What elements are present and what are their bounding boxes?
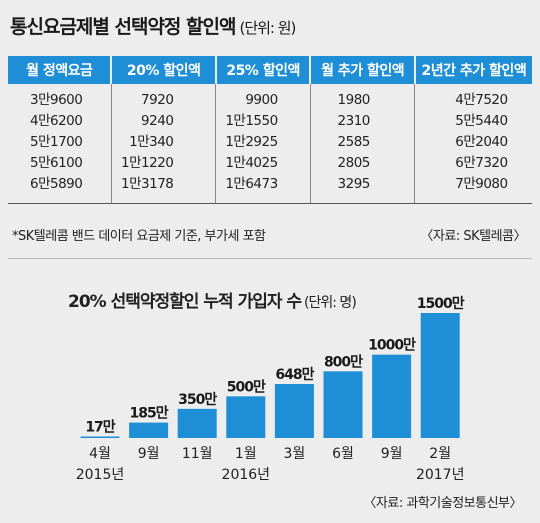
year-label: 2017년 [416, 467, 465, 483]
chart-source: 〈자료: 과학기술정보통신부〉 [363, 496, 522, 511]
year-label: 2015년 [76, 467, 125, 483]
table-cell: 1만6473 [225, 176, 278, 192]
bar-value-label: 1000만 [368, 338, 416, 354]
x-tick-label: 3월 [284, 446, 306, 462]
bar [177, 408, 217, 438]
x-tick-label: 6월 [332, 446, 354, 462]
table-header-cell: 월 정액요금 [8, 56, 113, 84]
table-cell: 3295 [337, 176, 371, 192]
table-cell: 4만6200 [30, 113, 83, 129]
bar-value-label: 648만 [275, 367, 314, 383]
x-tick-label: 2월 [429, 446, 451, 462]
table-footnote: *SK텔레콤 밴드 데이터 요금제 기준, 부가세 포함 [12, 229, 266, 244]
table-cell: 9240 [141, 113, 174, 129]
table-cell: 7920 [141, 92, 174, 108]
table-cell: 2585 [337, 134, 371, 150]
table-cell: 6만2040 [455, 134, 508, 150]
table-cell: 6만5890 [30, 176, 83, 192]
bar [274, 384, 314, 438]
x-tick-label: 11월 [182, 446, 213, 462]
table-header-cell: 20% 할인액 [112, 56, 217, 84]
section-divider [8, 258, 532, 259]
table-column-two-year-extra: 4만7520 5만5440 6만2040 6만7320 7만9080 [415, 84, 532, 203]
chart-title-text: 20% 선택약정할인 누적 가입자 수 [68, 292, 302, 312]
year-label: 2016년 [222, 467, 271, 483]
table-cell: 2310 [337, 113, 371, 129]
table-cell: 4만7520 [455, 92, 508, 108]
bar-value-label: 800만 [324, 354, 363, 370]
bar-value-label: 17만 [85, 420, 115, 436]
table-header-cell: 2년간 추가 할인액 [421, 63, 527, 79]
page-title: 통신요금제별 선택약정 할인액 (단위: 원) [10, 12, 296, 39]
table-column-25pct: 9900 1만1550 1만2925 1만4025 1만6473 [216, 84, 311, 203]
title-text: 통신요금제별 선택약정 할인액 [10, 16, 236, 38]
bar-value-label: 1500만 [417, 296, 465, 312]
bar [372, 354, 412, 438]
discount-table: 월 정액요금 20% 할인액 25% 할인액 월 추가 할인액 2년간 추가 할… [8, 56, 532, 204]
bar-value-label: 500만 [227, 379, 266, 395]
table-cell: 5만6100 [30, 155, 83, 171]
table-cell: 6만7320 [455, 155, 508, 171]
table-column-20pct: 7920 9240 1만340 1만1220 1만3178 [112, 84, 217, 203]
bar [323, 371, 363, 438]
bar [420, 313, 460, 438]
bar-value-label: 185만 [130, 406, 169, 422]
table-body: 3만9600 4만6200 5만1700 5만6100 6만5890 7920 … [8, 84, 532, 204]
table-cell: 1만3178 [121, 176, 174, 192]
table-cell: 9900 [245, 92, 278, 108]
x-tick-label: 9월 [381, 446, 403, 462]
table-source: 〈자료: SK텔레콤〉 [420, 229, 526, 244]
x-tick-label: 4월 [89, 446, 111, 462]
table-cell: 7만9080 [455, 176, 508, 192]
table-column-monthly-fee: 3만9600 4만6200 5만1700 5만6100 6만5890 [8, 84, 113, 203]
bar-value-label: 350만 [178, 392, 217, 408]
chart-title: 20% 선택약정할인 누적 가입자 수 (단위: 명) [68, 287, 357, 312]
table-column-monthly-extra: 1980 2310 2585 2805 3295 [311, 84, 415, 203]
table-cell: 2805 [337, 155, 371, 171]
table-cell: 1만2925 [225, 134, 278, 150]
bar [80, 436, 120, 438]
table-header-cell: 25% 할인액 [217, 56, 312, 84]
chart-unit: (단위: 명) [304, 295, 357, 311]
x-tick-label: 9월 [138, 446, 160, 462]
table-cell: 1만1550 [225, 113, 278, 129]
table-cell: 1만4025 [225, 155, 278, 171]
table-header-row: 월 정액요금 20% 할인액 25% 할인액 월 추가 할인액 2년간 추가 할… [8, 56, 532, 84]
table-cell: 5만5440 [455, 113, 508, 129]
table-header-cell: 월 추가 할인액 [311, 56, 416, 84]
bar [129, 422, 169, 438]
bar [226, 396, 266, 438]
x-tick-label: 1월 [235, 446, 257, 462]
table-cell: 1980 [337, 92, 371, 108]
table-cell: 3만9600 [30, 92, 83, 108]
table-cell: 1만1220 [121, 155, 174, 171]
title-unit: (단위: 원) [239, 19, 296, 37]
table-cell: 5만1700 [30, 134, 83, 150]
table-cell: 1만340 [129, 134, 174, 150]
